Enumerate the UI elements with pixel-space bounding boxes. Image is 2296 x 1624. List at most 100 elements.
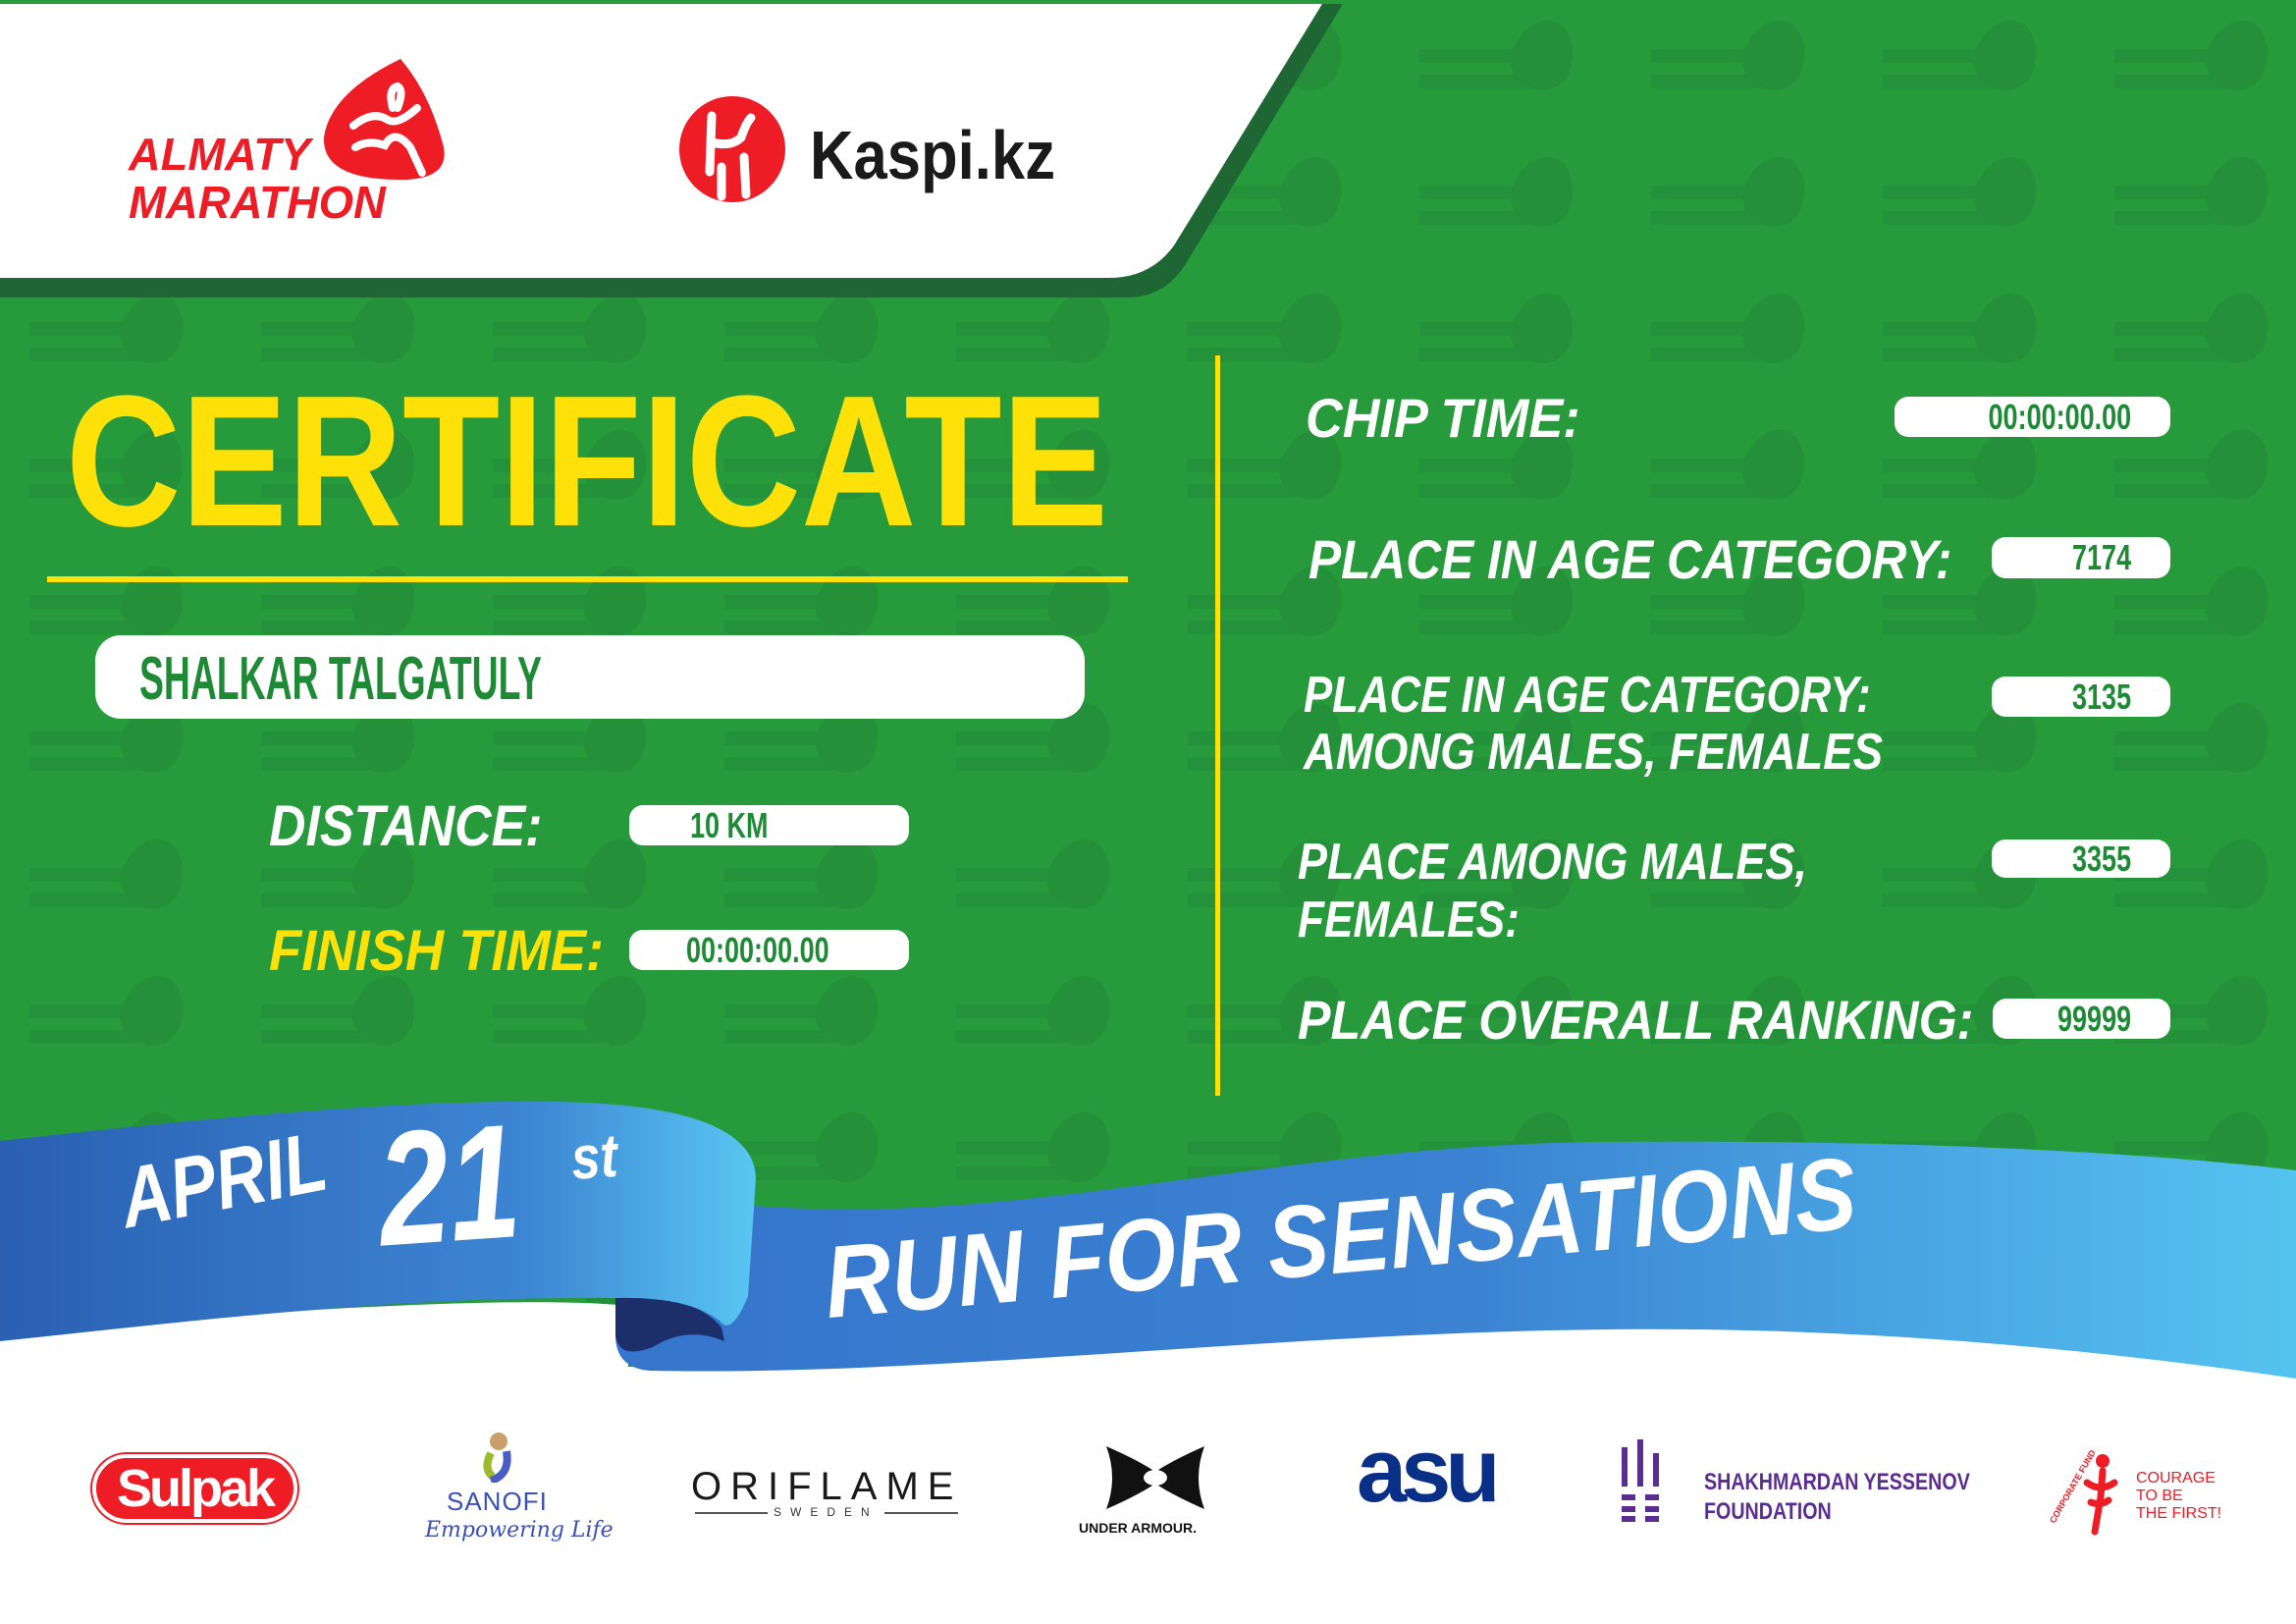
certificate-title: CERTIFICATE [66,357,1108,566]
banner-day-suffix: st [568,1121,620,1193]
watermark-text-mark [2114,186,2222,225]
partner-foundation-line1: SHAKHMARDAN YESSENOV [1704,1469,1970,1495]
watermark-text-mark [724,1004,832,1044]
watermark-text-mark [1419,595,1527,634]
gender-label-line2: FEMALES: [1298,892,1520,948]
watermark-text-mark [1188,731,1296,771]
gender-label-text: PLACE AMONG MALES, [1298,834,1807,891]
gender-label-text: FEMALES: [1298,892,1520,948]
watermark-text-mark [1419,1004,1527,1044]
watermark-text-mark [1651,459,1759,498]
watermark-text-mark [493,459,601,498]
kaspi-logo: Kaspi.kz [810,116,1055,194]
watermark-text-mark [1883,1004,1991,1044]
watermark-text-mark [29,868,137,907]
watermark-text-mark [1651,322,1759,361]
watermark-text-mark [956,731,1064,771]
watermark-text-mark [261,322,369,361]
overall-label: PLACE OVERALL RANKING: [1298,989,1974,1051]
watermark-text-mark [956,1004,1064,1044]
partner-under-armour-logo: UNDER ARMOUR. [1079,1520,1198,1536]
partner-sulpak-logo: Sulpak [92,1454,297,1523]
event-logo-text: ALMATY [129,129,311,180]
column-divider [1215,355,1220,1096]
distance-value: 10 KM [690,804,769,845]
participant-name: SHALKAR TALGATULY [139,648,542,711]
chip-time-label: CHIP TIME: [1306,387,1580,449]
watermark-text-mark [1883,186,1991,225]
watermark-text-mark [2114,731,2222,771]
event-logo-line1: ALMATY [129,132,310,177]
header-panel [0,4,1322,278]
foundation-bars-icon [1620,1439,1663,1522]
sanofi-bird-icon [471,1432,522,1485]
watermark-text-mark [1419,49,1527,88]
watermark-text-mark [956,595,1064,634]
age-category-value: 7174 [2071,537,2131,577]
age-gender-label-line2: AMONG MALES, FEMALES [1304,724,1884,781]
watermark-text-mark [1883,731,1991,771]
watermark-text-mark [1188,868,1296,907]
partner-courage-line3: THE FIRST! [2136,1505,2222,1522]
age-category-value-box: 7174 [1992,537,2170,578]
kaspi-logo-icon [679,96,785,202]
watermark-text-mark [956,322,1064,361]
overall-value: 99999 [2056,998,2131,1039]
watermark-text-mark [1188,459,1296,498]
watermark-text-mark [29,731,137,771]
watermark-text-mark [493,1004,601,1044]
watermark-text-mark [261,1004,369,1044]
watermark-text-mark [493,731,601,771]
watermark-text-mark [1883,868,1991,907]
watermark-text-mark [724,322,832,361]
partner-oriflame-sub: SWEDEN [768,1505,884,1519]
watermark-text-mark [724,868,832,907]
event-logo-text: MARATHON [129,177,386,228]
watermark-text-mark [493,868,601,907]
watermark-text-mark [956,459,1064,498]
partner-courage-line2: TO BE [2136,1488,2183,1504]
age-category-label: PLACE IN AGE CATEGORY: [1308,532,1951,587]
watermark-text-mark [956,1141,1064,1180]
banner-day: 21 [372,1090,525,1280]
watermark-text-mark [29,595,137,634]
chip-time-value: 00:00:00.00 [1988,396,2131,437]
partner-foundation-line2: FOUNDATION [1704,1498,1832,1525]
gender-value: 3355 [2071,838,2131,879]
watermark-text-mark [1883,322,1991,361]
overall-value-box: 99999 [1993,999,2170,1039]
watermark-text-mark [493,595,601,634]
watermark-text-mark [2114,49,2222,88]
gender-label-line1: PLACE AMONG MALES, [1298,834,1807,891]
watermark-text-mark [261,595,369,634]
overall-label-text: PLACE OVERALL RANKING: [1298,989,1974,1051]
watermark-text-mark [1883,595,1991,634]
watermark-text-mark [1419,186,1527,225]
partner-sanofi-tagline: Empowering Life [425,1518,614,1543]
watermark-text-mark [1883,49,1991,88]
gender-value-box: 3355 [1992,839,2170,878]
footer-panel [0,1302,2296,1624]
watermark-text-mark [29,459,137,498]
watermark-text-mark [1651,868,1759,907]
watermark-text-mark [1188,322,1296,361]
ribbon-fold [615,1297,724,1352]
kaspi-logo-text: Kaspi.kz [810,117,1055,193]
finish-time-label-text: FINISH TIME: [269,919,605,983]
watermark-text-mark [724,731,832,771]
watermark-text-mark [724,595,832,634]
participant-name-box [95,635,1085,719]
participant-name-text: SHALKAR TALGATULY [139,645,542,713]
watermark-text-mark [261,731,369,771]
distance-label-text: DISTANCE: [269,794,543,858]
watermark-text-mark [956,868,1064,907]
certificate-title-text: CERTIFICATE [66,357,1108,566]
courage-fund-runner-icon [2057,1443,2126,1538]
ribbon-left [0,1101,756,1341]
partner-asu-logo: asu [1357,1421,1501,1521]
age-gender-label-text: AMONG MALES, FEMALES [1304,724,1884,781]
watermark-text-mark [261,868,369,907]
watermark-text-mark [493,322,601,361]
chip-time-label-text: CHIP TIME: [1306,387,1580,449]
partner-courage-line1: COURAGE [2136,1470,2216,1487]
